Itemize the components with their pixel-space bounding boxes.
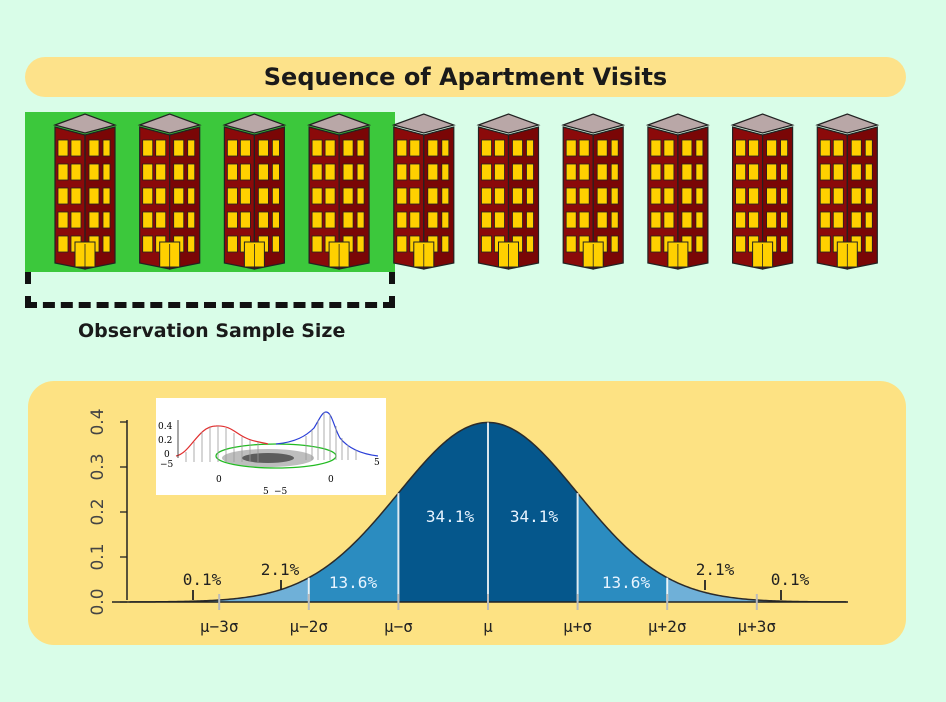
y-tick-label: 0.4: [88, 408, 108, 435]
x-tick-label: μ−2σ: [290, 617, 329, 636]
x-tick-label: μ−3σ: [200, 617, 239, 636]
inset-axis-tick: 0: [216, 475, 222, 485]
apartment-building: [476, 113, 541, 270]
apartment-building: [137, 113, 202, 270]
inset-z-tick: 0: [164, 450, 170, 460]
inset-blue-hatch: [305, 412, 357, 460]
percent-label: 34.1%: [426, 507, 475, 526]
apartment-building: [730, 113, 795, 270]
page-title: Sequence of Apartment Visits: [263, 63, 668, 91]
apartment-building: [307, 113, 372, 270]
title-banner: Sequence of Apartment Visits: [25, 57, 906, 97]
y-tick-label: 0.0: [88, 588, 108, 615]
inset-scatter-core: [242, 453, 294, 463]
x-tick-label: μ+σ: [563, 617, 592, 636]
apartment-building: [561, 113, 626, 270]
bivariate-inset: 0.4 0.2 0 −5 0 5 5 0 −5: [156, 398, 386, 497]
y-tick-label: 0.1: [88, 543, 108, 570]
sample-size-label: Observation Sample Size: [78, 320, 346, 342]
y-tick-label: 0.2: [88, 498, 108, 525]
inset-axis-tick: −5: [274, 487, 288, 495]
percent-label: 2.1%: [261, 560, 300, 579]
x-tick-label: μ−σ: [384, 617, 413, 636]
percent-label: 0.1%: [771, 570, 810, 589]
apartment-building: [645, 113, 710, 270]
inset-z-tick: 0.4: [158, 422, 173, 432]
percent-label: 13.6%: [329, 573, 378, 592]
inset-red-marginal: [175, 425, 269, 457]
inset-red-hatch: [185, 426, 259, 462]
inset-axis-tick: 5: [263, 487, 269, 495]
y-tick-label: 0.3: [88, 453, 108, 480]
percent-label: 2.1%: [696, 560, 735, 579]
apartment-building: [53, 113, 117, 270]
apartment-building: [815, 113, 880, 270]
percent-label: 13.6%: [602, 573, 651, 592]
inset-axis-tick: 5: [374, 458, 380, 468]
bivariate-inset-plot: 0.4 0.2 0 −5 0 5 5 0 −5: [158, 411, 380, 497]
x-tick-label: μ: [483, 617, 493, 636]
apartment-building: [391, 113, 456, 270]
sample-bracket: [25, 272, 395, 308]
apartment-sequence: [25, 112, 880, 272]
x-tick-label: μ+2σ: [648, 617, 687, 636]
apartment-building: [222, 113, 287, 270]
x-tick-label: μ+3σ: [738, 617, 777, 636]
inset-z-tick: 0.2: [158, 436, 172, 446]
percent-label: 0.1%: [183, 570, 222, 589]
inset-axis-tick: −5: [160, 460, 174, 470]
probability-region: [219, 577, 309, 602]
inset-axis-tick: 0: [328, 475, 334, 485]
percent-label: 34.1%: [510, 507, 559, 526]
probability-region: [667, 577, 757, 602]
